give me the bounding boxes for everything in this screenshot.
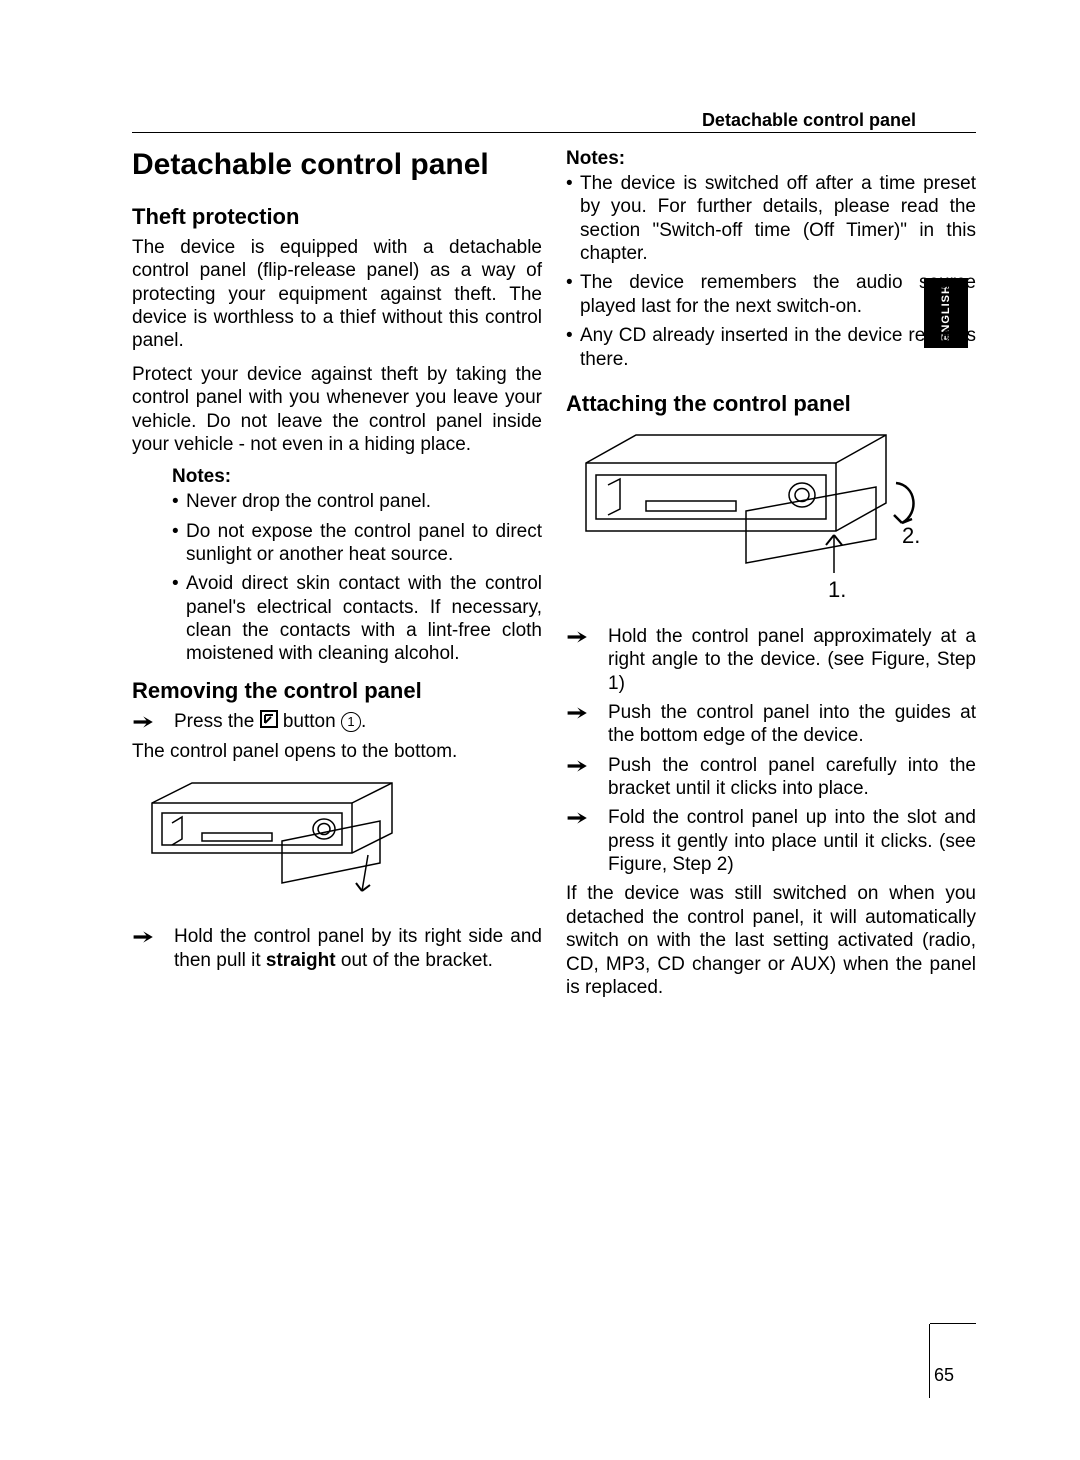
- content: Detachable control panel Theft protectio…: [132, 148, 976, 1009]
- list-item: Do not expose the control panel to direc…: [172, 520, 542, 567]
- corner-rule: [930, 1323, 976, 1325]
- step-item: Press the button 1.: [132, 710, 542, 734]
- pointer-icon: [566, 629, 598, 645]
- theft-protection-heading: Theft protection: [132, 204, 542, 230]
- notes-heading: Notes:: [566, 148, 976, 170]
- list-item: Avoid direct skin contact with the contr…: [172, 572, 542, 665]
- step-text: Press the button 1.: [174, 710, 542, 734]
- device-diagram-attaching: 1. 2.: [566, 423, 966, 613]
- page-number: 65: [934, 1365, 954, 1386]
- fig-label-2: 2.: [902, 523, 920, 548]
- para: If the device was still switched on when…: [566, 882, 976, 999]
- step-text: Hold the control panel by its right side…: [174, 925, 542, 972]
- release-icon: [260, 710, 278, 734]
- pointer-icon: [566, 705, 598, 721]
- device-diagram-removing: [132, 773, 422, 913]
- fig-label-1: 1.: [828, 577, 846, 602]
- para: The device is equipped with a detachable…: [132, 236, 542, 353]
- notes-list: Never drop the control panel. Do not exp…: [172, 490, 542, 666]
- list-item: Never drop the control panel.: [172, 490, 542, 513]
- step-text: Hold the control panel approximately at …: [608, 625, 976, 695]
- removing-heading: Removing the control panel: [132, 678, 542, 704]
- list-item: The device remembers the audio source pl…: [566, 271, 976, 318]
- attaching-heading: Attaching the control panel: [566, 391, 976, 417]
- corner-rule: [929, 1324, 931, 1398]
- list-item: The device is switched off after a time …: [566, 172, 976, 265]
- page-h1: Detachable control panel: [132, 148, 542, 182]
- step-text: Fold the control panel up into the slot …: [608, 806, 976, 876]
- right-column: Notes: The device is switched off after …: [566, 148, 976, 1009]
- notes-list: The device is switched off after a time …: [566, 172, 976, 371]
- left-column: Detachable control panel Theft protectio…: [132, 148, 542, 1009]
- step-item: Push the control panel into the guides a…: [566, 701, 976, 748]
- list-item: Any CD already inserted in the device re…: [566, 324, 976, 371]
- step-item: Hold the control panel by its right side…: [132, 925, 542, 972]
- pointer-icon: [132, 714, 164, 730]
- header-rule: [132, 132, 976, 133]
- header-title: Detachable control panel: [702, 110, 916, 131]
- notes-heading: Notes:: [172, 466, 542, 488]
- step-text: Push the control panel into the guides a…: [608, 701, 976, 748]
- step-item: Hold the control panel approximately at …: [566, 625, 976, 695]
- pointer-icon: [566, 758, 598, 774]
- pointer-icon: [132, 929, 164, 945]
- para: The control panel opens to the bottom.: [132, 740, 542, 763]
- circled-number: 1: [341, 712, 361, 732]
- step-item: Fold the control panel up into the slot …: [566, 806, 976, 876]
- step-text: Push the control panel carefully into th…: [608, 754, 976, 801]
- para: Protect your device against theft by tak…: [132, 363, 542, 456]
- pointer-icon: [566, 810, 598, 826]
- step-item: Push the control panel carefully into th…: [566, 754, 976, 801]
